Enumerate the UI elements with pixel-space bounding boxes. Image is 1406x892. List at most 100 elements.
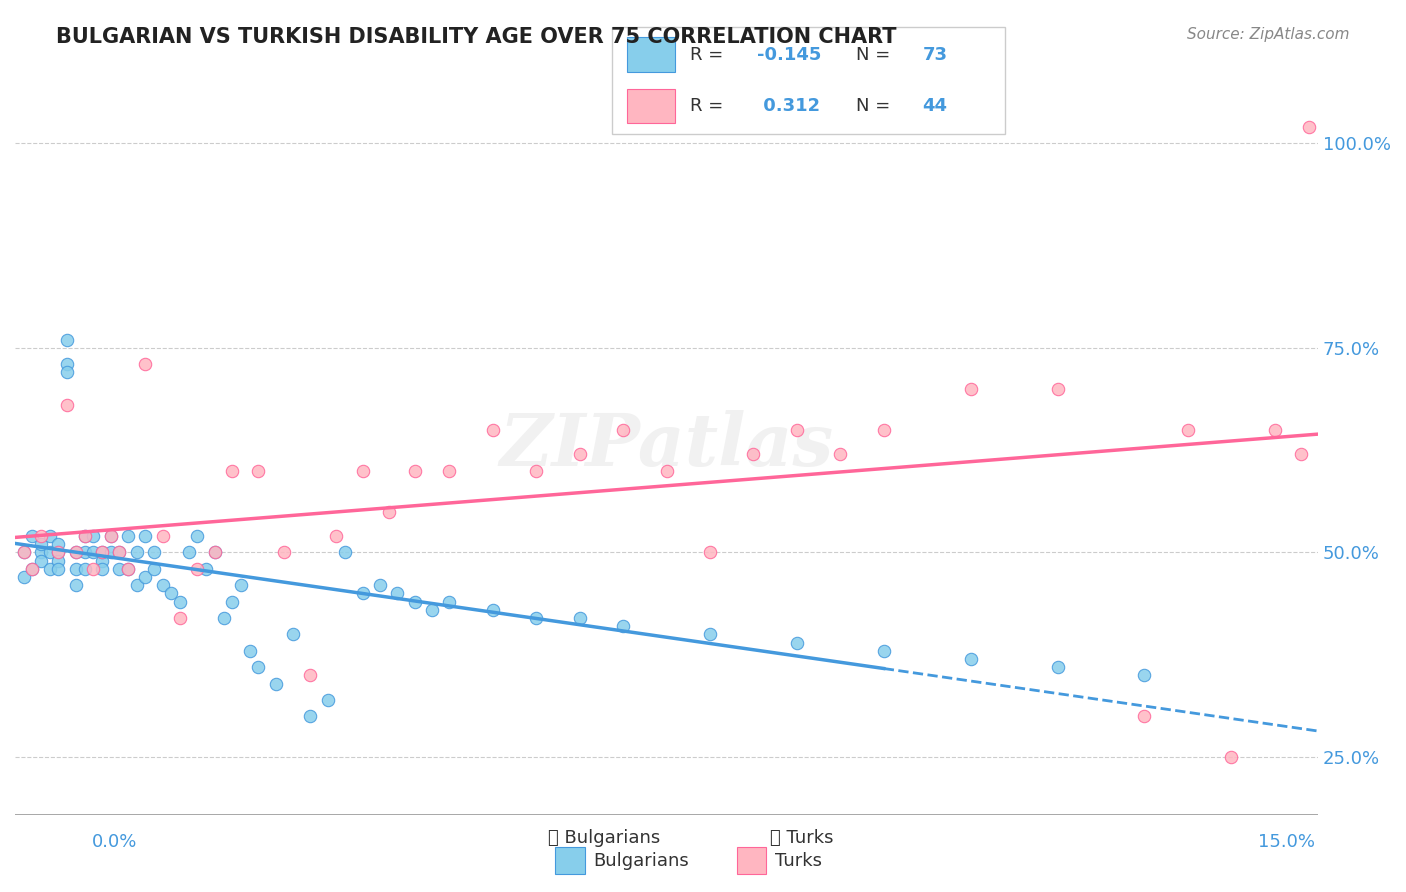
Point [65,562,87,576]
Point [48,554,70,568]
Point [30,554,52,568]
Point [13,545,35,559]
Text: 🟪 Turks: 🟪 Turks [769,829,834,847]
Point [387,586,409,600]
Point [48,545,70,559]
Point [90,554,112,568]
Text: -0.145: -0.145 [758,45,821,63]
Point [1220,750,1243,764]
Point [247,464,270,478]
Point [30,545,52,559]
Point [568,611,591,625]
Point [21,562,44,576]
Text: ZIPatlas: ZIPatlas [499,410,834,482]
Point [48,545,70,559]
Point [65,545,87,559]
Point [186,562,208,576]
Point [125,578,148,592]
Bar [555,847,585,874]
Bar [627,37,675,71]
Point [786,423,808,437]
Point [125,545,148,559]
Point [48,537,70,551]
Point [247,660,270,674]
Point [177,545,200,559]
FancyBboxPatch shape [612,27,1005,134]
Point [439,594,461,608]
Point [117,562,139,576]
Point [65,578,87,592]
Point [56,398,79,412]
Point [152,578,174,592]
Text: Bulgarians: Bulgarians [593,852,689,870]
Point [65,545,87,559]
Point [1046,382,1069,396]
Text: 44: 44 [922,97,948,115]
Point [333,545,356,559]
Point [221,594,243,608]
Point [1177,423,1199,437]
Point [439,464,461,478]
Bar [627,89,675,123]
Point [38,545,60,559]
Text: R =: R = [690,45,730,63]
Text: N =: N = [856,97,896,115]
Point [959,652,981,666]
Point [420,603,443,617]
Point [90,545,112,559]
Point [117,562,139,576]
Point [316,693,339,707]
Point [30,529,52,543]
Point [325,529,347,543]
Point [82,545,104,559]
Text: 15.0%: 15.0% [1257,833,1315,851]
Point [169,611,191,625]
Point [38,529,60,543]
Point [786,635,808,649]
Point [655,464,678,478]
Bar [737,847,766,874]
Point [143,545,166,559]
Point [482,423,505,437]
Point [482,603,505,617]
Point [221,464,243,478]
Text: 0.312: 0.312 [758,97,820,115]
Point [21,562,44,576]
Point [152,529,174,543]
Point [117,529,139,543]
Point [830,447,852,461]
Point [699,627,721,641]
Point [1133,668,1156,682]
Point [1289,447,1312,461]
Point [56,365,79,379]
Point [100,545,122,559]
Point [73,529,96,543]
Text: Source: ZipAtlas.com: Source: ZipAtlas.com [1187,27,1350,42]
Point [56,333,79,347]
Point [160,586,183,600]
Point [239,644,262,658]
Point [134,570,156,584]
Point [204,545,226,559]
Point [524,464,547,478]
Text: BULGARIAN VS TURKISH DISABILITY AGE OVER 75 CORRELATION CHART: BULGARIAN VS TURKISH DISABILITY AGE OVER… [56,27,897,46]
Point [873,644,896,658]
Point [169,594,191,608]
Point [212,611,235,625]
Point [229,578,252,592]
Point [108,562,131,576]
Point [1133,709,1156,723]
Point [73,529,96,543]
Point [204,545,226,559]
Point [742,447,765,461]
Point [186,529,208,543]
Point [82,529,104,543]
Point [299,709,322,723]
Point [959,382,981,396]
Point [273,545,295,559]
Point [873,423,896,437]
Point [404,464,426,478]
Text: R =: R = [690,97,730,115]
Point [1046,660,1069,674]
Point [30,537,52,551]
